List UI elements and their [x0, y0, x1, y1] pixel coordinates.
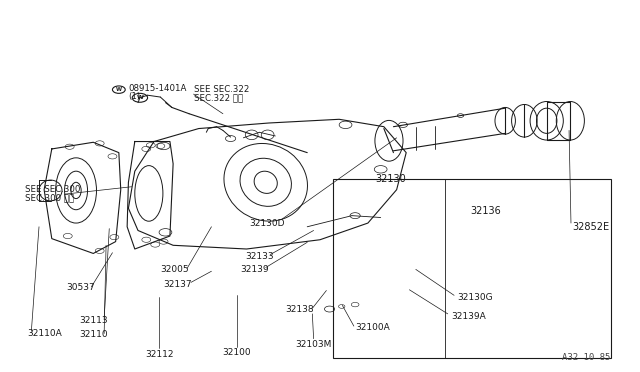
Text: SEE SEC.300: SEE SEC.300 [25, 185, 81, 194]
Text: 32133: 32133 [245, 252, 274, 261]
Text: 32005: 32005 [161, 265, 189, 274]
Text: 32113: 32113 [79, 316, 108, 325]
Text: (1): (1) [129, 92, 141, 101]
Text: 32110A: 32110A [28, 329, 62, 338]
Text: 32130G: 32130G [458, 293, 493, 302]
Text: 32139: 32139 [240, 265, 269, 274]
Text: 08915-1401A: 08915-1401A [129, 84, 187, 93]
Text: 32137: 32137 [164, 280, 192, 289]
Text: SEE SEC.322: SEE SEC.322 [193, 85, 249, 94]
Text: 30537: 30537 [67, 283, 95, 292]
Text: 32100A: 32100A [355, 323, 390, 332]
Text: 32100: 32100 [223, 348, 252, 357]
Text: SEC.322 参照: SEC.322 参照 [193, 93, 243, 102]
Text: W: W [136, 95, 143, 100]
Text: 32103M: 32103M [296, 340, 332, 349]
Bar [333, 179, 611, 358]
Text: 32139A: 32139A [451, 312, 486, 321]
Text: 32112: 32112 [145, 350, 173, 359]
Text: W: W [116, 87, 122, 92]
Text: 32130D: 32130D [250, 219, 285, 228]
Text: 32852E: 32852E [572, 222, 609, 232]
Text: 32136: 32136 [470, 206, 501, 216]
Text: 32110: 32110 [79, 330, 108, 340]
Text: A32 10 85: A32 10 85 [562, 353, 611, 362]
Text: 32130: 32130 [375, 174, 406, 184]
Text: 32138: 32138 [285, 305, 314, 314]
Text: SEC.300 参照: SEC.300 参照 [25, 193, 74, 202]
